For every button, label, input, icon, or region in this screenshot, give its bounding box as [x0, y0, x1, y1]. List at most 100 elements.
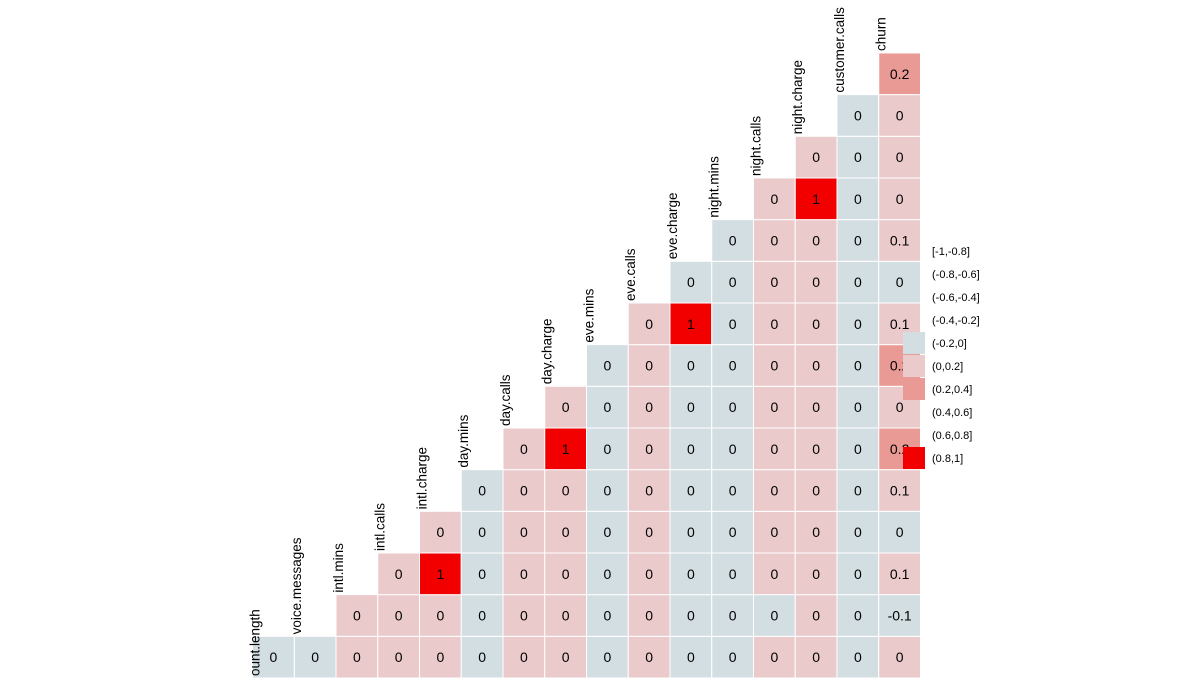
cell-value-label: 0 — [812, 482, 820, 498]
heatmap-cell — [878, 594, 921, 637]
heatmap-cell — [544, 385, 587, 429]
cell-value-label: 0 — [896, 149, 904, 165]
heatmap-cell — [502, 552, 546, 596]
cell-value-label: 0 — [770, 608, 778, 624]
cell-value-label: 0 — [812, 149, 820, 165]
heatmap-cell — [335, 594, 379, 637]
heatmap-cell — [753, 177, 796, 221]
heatmap-cell — [502, 510, 546, 554]
cell-value-label: 0 — [812, 316, 820, 332]
heatmap-cell — [878, 635, 921, 679]
heatmap-cell — [794, 469, 838, 512]
cell-value-label: 0 — [520, 649, 528, 665]
legend-label: (0.8,1] — [932, 453, 963, 465]
heatmap-cell — [586, 427, 629, 471]
cell-value-label: 0 — [603, 608, 611, 624]
cell-value-label: 0 — [770, 191, 778, 207]
cell-value-label: 0 — [729, 524, 737, 540]
cell-value-label: 0 — [645, 649, 653, 665]
legend-label: (-0.2,0] — [932, 338, 967, 350]
legend-label: (-0.8,-0.6] — [932, 269, 980, 281]
variable-label: day.mins — [456, 414, 471, 467]
heatmap-cell — [836, 469, 880, 512]
cell-value-label: 0 — [478, 608, 486, 624]
heatmap-cell — [627, 594, 671, 637]
cell-value-label: 0 — [812, 441, 820, 457]
variable-label: intl.calls — [373, 503, 388, 551]
heatmap-cell — [794, 385, 838, 429]
heatmap-cell — [753, 344, 796, 387]
cell-value-label: 0 — [562, 482, 570, 498]
heatmap-cell — [711, 219, 754, 262]
heatmap-cell — [836, 344, 880, 387]
heatmap-cell — [753, 260, 796, 304]
cell-value-label: 0 — [269, 649, 277, 665]
heatmap-cell — [669, 302, 713, 346]
cell-value-label: 0 — [520, 482, 528, 498]
cell-value-label: 0 — [687, 649, 695, 665]
cell-value-label: 0 — [311, 649, 319, 665]
heatmap-cell — [711, 427, 754, 471]
cell-value-label: 1 — [812, 191, 820, 207]
cell-value-label: 0 — [770, 482, 778, 498]
heatmap-cell — [377, 552, 420, 596]
heatmap-cell — [377, 594, 420, 637]
cell-value-label: 0 — [478, 482, 486, 498]
heatmap-cell — [836, 510, 880, 554]
variable-label: voice.messages — [289, 537, 304, 634]
cell-value-label: 0 — [520, 608, 528, 624]
cell-value-label: 0 — [770, 566, 778, 582]
cell-value-label: 0 — [603, 357, 611, 373]
heatmap-cell — [419, 635, 462, 679]
cell-value-label: 0 — [854, 566, 862, 582]
heatmap-cell — [836, 219, 880, 262]
heatmap-cell — [711, 385, 754, 429]
cell-value-label: 0 — [687, 357, 695, 373]
cell-value-label: 0 — [603, 482, 611, 498]
legend-swatch — [903, 378, 925, 400]
cell-value-label: 0 — [896, 274, 904, 290]
cell-value-label: 0 — [770, 399, 778, 415]
cell-value-label: 0.1 — [890, 232, 910, 248]
heatmap-cell — [878, 219, 921, 262]
variable-label: ount.length — [247, 609, 262, 676]
legend-label: (0,0.2] — [932, 361, 963, 373]
variable-label: eve.mins — [581, 288, 596, 342]
heatmap-cell — [544, 594, 587, 637]
cell-value-label: 0 — [729, 649, 737, 665]
cell-value-label: 0 — [645, 316, 653, 332]
legend-swatch — [903, 447, 925, 469]
cell-value-label: 0 — [770, 232, 778, 248]
variable-label: eve.calls — [623, 248, 638, 301]
heatmap-cell — [794, 427, 838, 471]
cell-value-label: 0 — [520, 524, 528, 540]
heatmap-cell — [502, 635, 546, 679]
heatmap-cell — [419, 552, 462, 596]
cell-value-label: 0 — [687, 441, 695, 457]
cell-value-label: 0 — [687, 274, 695, 290]
variable-label: night.mins — [707, 156, 722, 218]
variable-label: eve.charge — [665, 193, 680, 260]
heatmap-cell — [586, 635, 629, 679]
heatmap-cell — [836, 302, 880, 346]
heatmap-cell — [711, 510, 754, 554]
legend-label: (0.2,0.4] — [932, 384, 972, 396]
heatmap-cell — [544, 510, 587, 554]
heatmap-cell — [753, 385, 796, 429]
cell-value-label: 0 — [478, 566, 486, 582]
cell-value-label: 0 — [395, 566, 403, 582]
cell-value-label: 0 — [729, 316, 737, 332]
cell-value-label: 0 — [729, 357, 737, 373]
cell-value-label: 0 — [353, 649, 361, 665]
cell-value-label: 0 — [896, 107, 904, 123]
legend-swatch — [903, 332, 925, 354]
cell-value-label: 1 — [436, 566, 444, 582]
cell-value-label: 0 — [687, 608, 695, 624]
variable-label: night.calls — [748, 116, 763, 176]
cell-value-label: 0 — [812, 274, 820, 290]
cell-value-label: 0.1 — [890, 482, 910, 498]
heatmap-cell — [878, 552, 921, 596]
heatmap-cell — [419, 594, 462, 637]
cell-value-label: 0 — [353, 608, 361, 624]
cell-value-label: 0 — [645, 482, 653, 498]
